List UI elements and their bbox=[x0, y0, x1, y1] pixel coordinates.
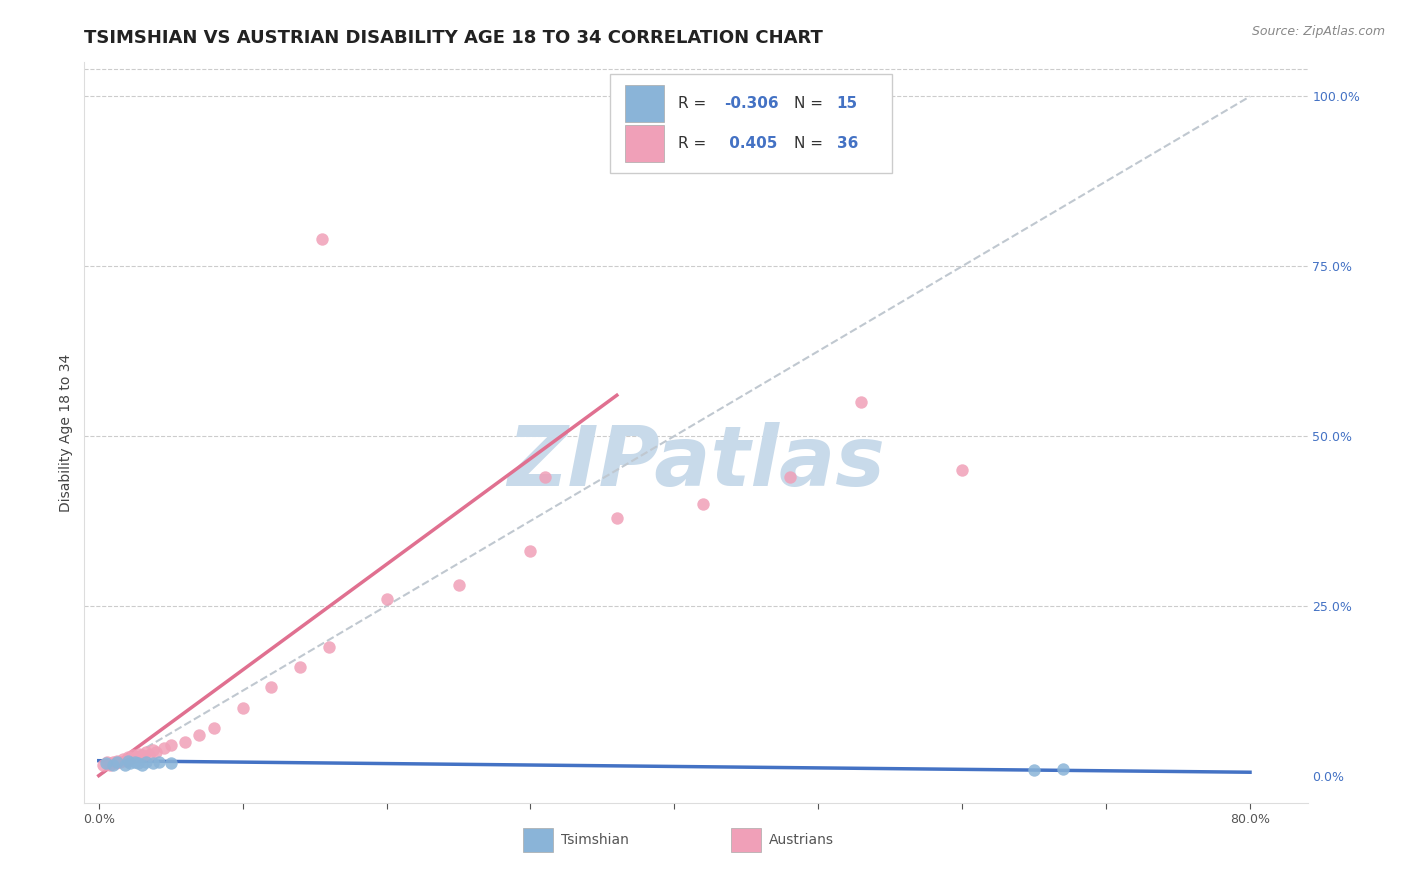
Text: 0.405: 0.405 bbox=[724, 136, 778, 152]
Point bbox=[112, 752, 135, 766]
Text: N =: N = bbox=[794, 95, 828, 111]
Y-axis label: Disability Age 18 to 34: Disability Age 18 to 34 bbox=[59, 353, 73, 512]
Point bbox=[534, 469, 557, 483]
Point bbox=[145, 745, 167, 759]
Point bbox=[159, 738, 181, 752]
Point bbox=[115, 754, 138, 768]
Point bbox=[101, 755, 124, 769]
Point bbox=[311, 232, 333, 246]
Point bbox=[447, 578, 470, 592]
Point bbox=[98, 758, 121, 772]
Text: -0.306: -0.306 bbox=[724, 95, 779, 111]
Point bbox=[96, 755, 118, 769]
Point bbox=[127, 756, 149, 771]
Point bbox=[375, 592, 398, 607]
Point bbox=[159, 756, 181, 771]
Point bbox=[110, 755, 132, 769]
Text: R =: R = bbox=[678, 136, 711, 152]
Point bbox=[318, 640, 340, 654]
Point bbox=[152, 741, 174, 756]
FancyBboxPatch shape bbox=[626, 85, 664, 121]
Point bbox=[606, 510, 628, 524]
Point bbox=[120, 756, 142, 771]
Point bbox=[135, 755, 157, 769]
Point bbox=[101, 758, 124, 772]
Text: Source: ZipAtlas.com: Source: ZipAtlas.com bbox=[1251, 25, 1385, 38]
Point bbox=[142, 756, 165, 771]
FancyBboxPatch shape bbox=[610, 73, 891, 173]
Point bbox=[174, 734, 197, 748]
Point bbox=[114, 758, 136, 772]
Text: Austrians: Austrians bbox=[769, 833, 834, 847]
FancyBboxPatch shape bbox=[626, 126, 664, 162]
Point bbox=[125, 749, 148, 764]
Point bbox=[91, 758, 114, 772]
Point bbox=[1052, 762, 1074, 776]
Point bbox=[128, 747, 150, 761]
Point bbox=[138, 748, 160, 763]
Point bbox=[120, 752, 142, 766]
Point bbox=[107, 754, 129, 768]
Text: N =: N = bbox=[794, 136, 828, 152]
Point bbox=[117, 749, 139, 764]
Point bbox=[290, 660, 312, 674]
Point bbox=[105, 756, 128, 771]
Point bbox=[94, 756, 117, 771]
Point bbox=[188, 728, 211, 742]
Text: R =: R = bbox=[678, 95, 711, 111]
Point bbox=[142, 743, 165, 757]
Point bbox=[1024, 763, 1046, 777]
Point bbox=[148, 755, 170, 769]
Point bbox=[202, 721, 225, 735]
Point bbox=[117, 754, 139, 768]
Text: TSIMSHIAN VS AUSTRIAN DISABILITY AGE 18 TO 34 CORRELATION CHART: TSIMSHIAN VS AUSTRIAN DISABILITY AGE 18 … bbox=[84, 29, 824, 47]
Point bbox=[232, 700, 254, 714]
Point bbox=[124, 755, 146, 769]
Text: 36: 36 bbox=[837, 136, 858, 152]
Point bbox=[122, 748, 145, 763]
Point bbox=[260, 681, 283, 695]
Point bbox=[131, 758, 153, 772]
Point bbox=[131, 748, 153, 763]
Text: ZIPatlas: ZIPatlas bbox=[508, 422, 884, 503]
Text: 15: 15 bbox=[837, 95, 858, 111]
Point bbox=[519, 544, 541, 558]
Point bbox=[107, 755, 129, 769]
FancyBboxPatch shape bbox=[523, 828, 553, 852]
Point bbox=[779, 469, 801, 483]
Point bbox=[851, 395, 873, 409]
Text: Tsimshian: Tsimshian bbox=[561, 833, 630, 847]
Point bbox=[692, 497, 714, 511]
Point bbox=[950, 463, 973, 477]
FancyBboxPatch shape bbox=[731, 828, 761, 852]
Point bbox=[135, 745, 157, 759]
